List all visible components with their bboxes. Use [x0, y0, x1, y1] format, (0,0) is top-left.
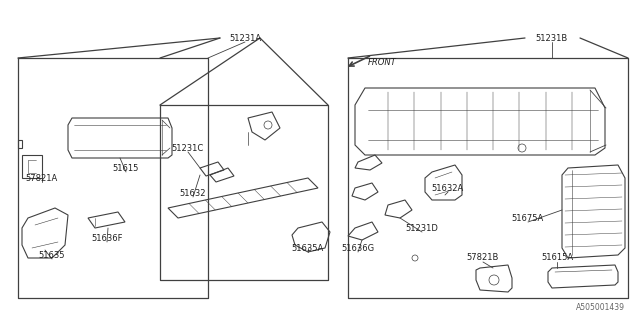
Text: 51636G: 51636G [341, 244, 374, 252]
Text: 51632: 51632 [180, 188, 206, 197]
Text: 51635: 51635 [39, 251, 65, 260]
Text: 51675A: 51675A [512, 213, 544, 222]
Text: 51231B: 51231B [536, 34, 568, 43]
Text: 51632A: 51632A [432, 183, 464, 193]
Text: 57821B: 57821B [467, 253, 499, 262]
Text: FRONT: FRONT [367, 58, 396, 67]
Text: 51636F: 51636F [92, 234, 123, 243]
Text: 51231A: 51231A [229, 34, 261, 43]
Text: 51231C: 51231C [172, 143, 204, 153]
Text: A505001439: A505001439 [576, 303, 625, 312]
Text: 51615: 51615 [113, 164, 139, 172]
Text: 51635A: 51635A [292, 244, 324, 252]
Text: 51231D: 51231D [406, 223, 438, 233]
Text: 51615A: 51615A [541, 253, 573, 262]
Text: 57821A: 57821A [26, 173, 58, 182]
